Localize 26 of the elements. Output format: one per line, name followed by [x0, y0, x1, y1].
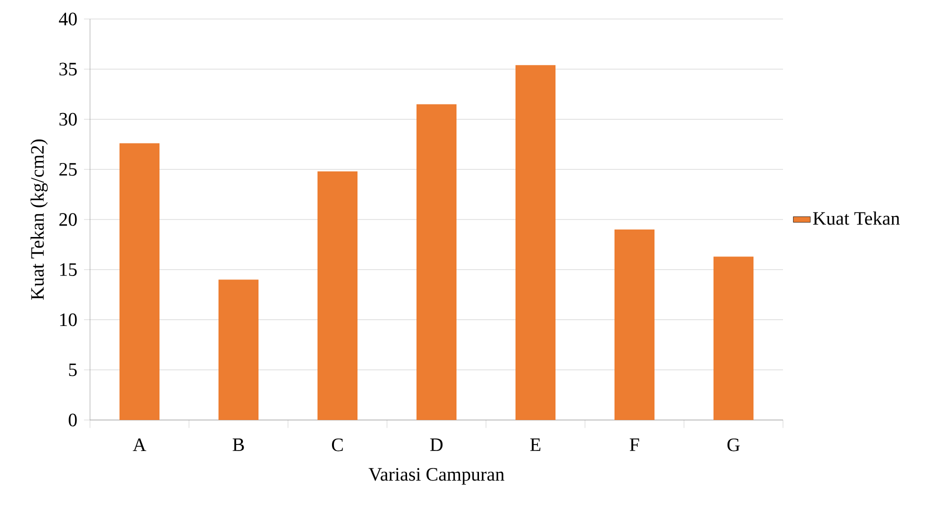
y-tick-label: 5: [69, 364, 77, 376]
y-tick-label: 30: [59, 112, 77, 126]
y-tick-label: 35: [59, 62, 77, 76]
bar: [516, 65, 556, 420]
x-tick-label: G: [727, 438, 740, 452]
bar: [416, 104, 456, 420]
bar: [714, 256, 754, 420]
x-tick-label: A: [132, 438, 146, 452]
bar: [318, 171, 358, 420]
x-tick-label: F: [630, 438, 640, 451]
x-tick-label: B: [232, 438, 244, 451]
y-tick-label: 10: [60, 313, 77, 326]
x-tick-label: D: [430, 438, 443, 451]
bar: [120, 143, 160, 420]
x-axis-title: Variasi Campuran: [368, 468, 504, 485]
legend-label: Kuat Tekan: [813, 212, 900, 225]
bar: [218, 280, 258, 420]
y-tick-label: 40: [58, 12, 77, 26]
y-tick-label: 15: [60, 263, 77, 276]
y-tick-label: 0: [68, 414, 77, 426]
y-tick-label: 20: [59, 213, 77, 226]
y-axis-title: Kuat Tekan (kg/cm2): [30, 140, 48, 300]
x-tick-label: E: [530, 438, 540, 451]
bar: [614, 230, 654, 420]
x-tick-label: C: [332, 438, 343, 452]
y-tick-label: 25: [59, 163, 77, 176]
